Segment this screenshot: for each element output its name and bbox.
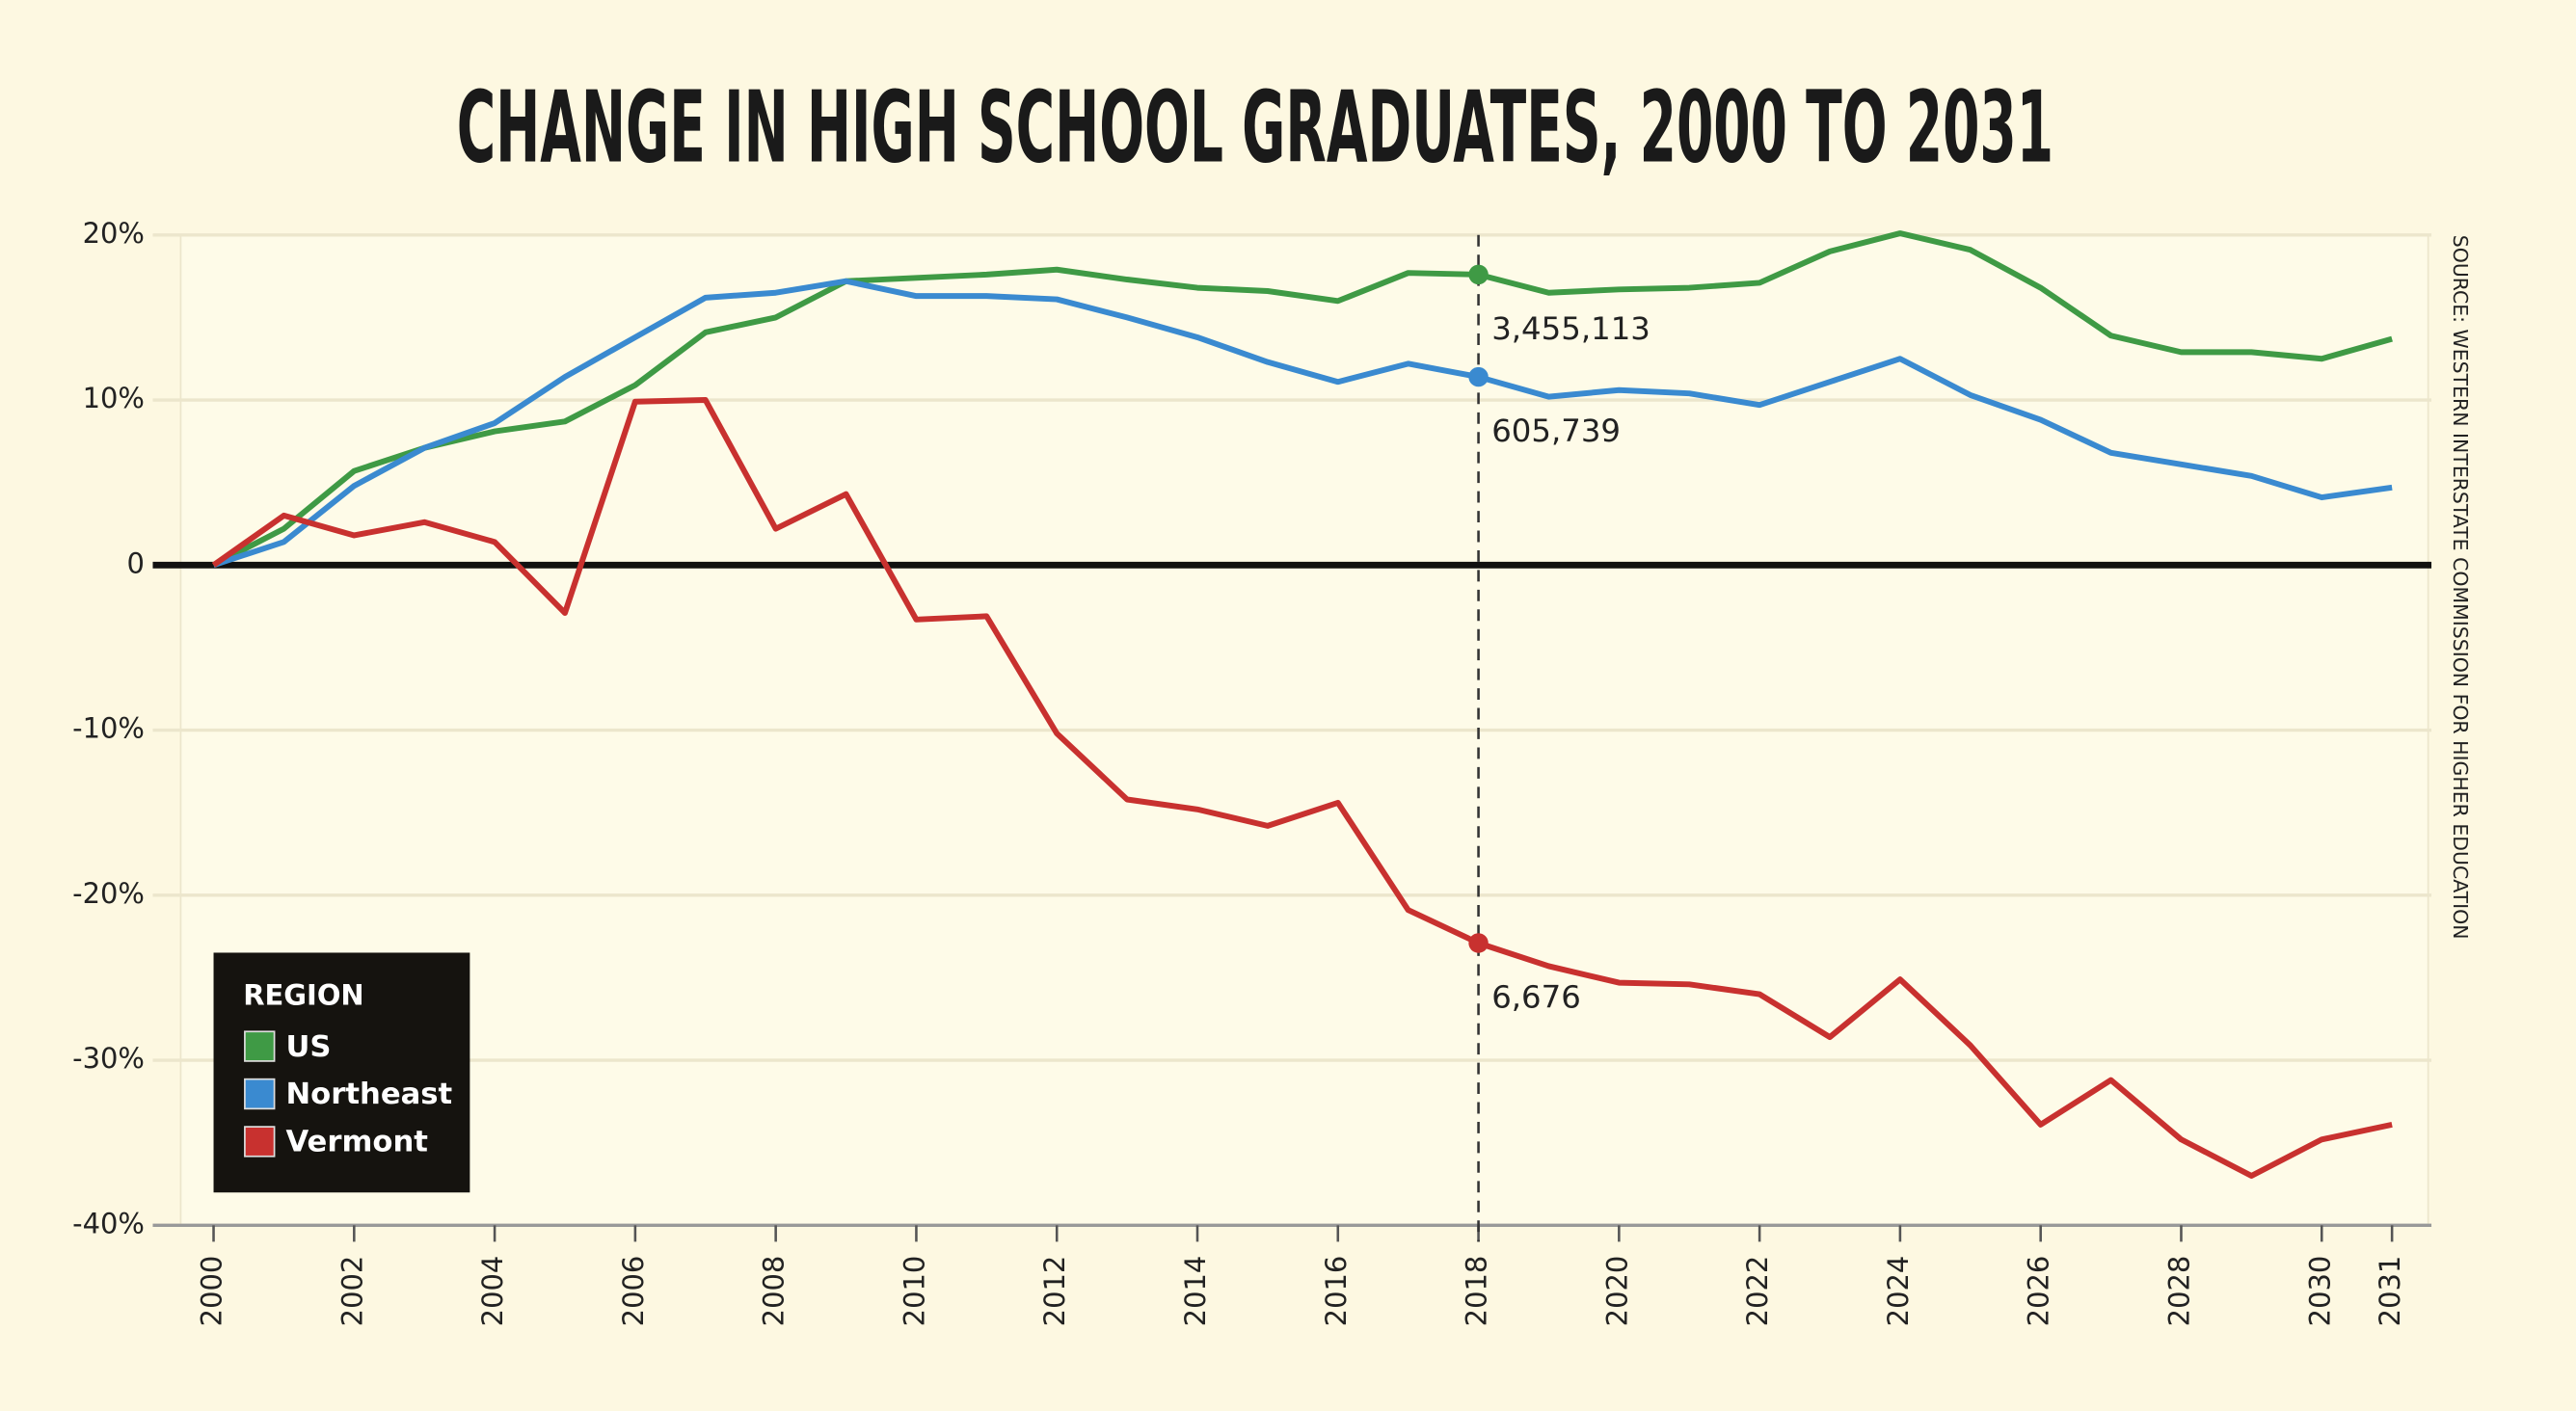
legend-label: Northeast	[286, 1078, 453, 1111]
x-tick-label: 2024	[1882, 1256, 1915, 1327]
x-tick-label: 2012	[1038, 1256, 1071, 1327]
annotation-label: 6,676	[1491, 978, 1581, 1015]
x-tick-label: 2018	[1461, 1256, 1493, 1327]
x-tick-label: 2006	[617, 1256, 650, 1327]
y-tick-label: -30%	[72, 1042, 145, 1075]
legend-swatch	[244, 1078, 276, 1110]
series-line	[211, 397, 2393, 1179]
y-tick-label: -40%	[72, 1207, 145, 1239]
x-tick-label: 2014	[1179, 1256, 1212, 1327]
annotation-label: 605,739	[1491, 413, 1621, 449]
x-tick-label: 2026	[2023, 1256, 2055, 1327]
annotation-marker	[1468, 264, 1489, 285]
chart-title: CHANGE IN HIGH SCHOOL GRADUATES, 2000 TO…	[457, 71, 2053, 186]
x-tick-label: 2004	[476, 1256, 509, 1327]
legend: REGION US Northeast Vermont	[213, 952, 470, 1193]
annotation-marker	[1468, 366, 1489, 387]
x-tick-label: 2031	[2374, 1256, 2406, 1327]
series-line	[212, 278, 2393, 569]
x-tick-label: 2030	[2303, 1256, 2336, 1327]
legend-swatch	[244, 1126, 276, 1158]
annotation-label: 3,455,113	[1491, 310, 1650, 347]
x-tick-label: 2022	[1741, 1256, 1774, 1327]
y-tick-label: 20%	[83, 217, 145, 250]
x-tick-label: 2000	[196, 1256, 228, 1327]
x-tick-label: 2010	[898, 1256, 930, 1327]
x-tick-label: 2028	[2162, 1256, 2195, 1327]
y-tick-label: -20%	[72, 877, 145, 910]
legend-title: REGION	[243, 978, 363, 1011]
legend-label: Vermont	[286, 1126, 428, 1159]
y-tick-label: 0	[127, 546, 145, 579]
series-line	[212, 230, 2393, 568]
x-tick-label: 2002	[335, 1256, 368, 1327]
y-tick-label: 10%	[83, 382, 145, 414]
legend-swatch	[244, 1030, 276, 1062]
x-tick-label: 2008	[758, 1256, 791, 1327]
source-note: SOURCE: WESTERN INTERSTATE COMMISSION FO…	[2449, 235, 2472, 940]
y-tick-label: -10%	[72, 712, 145, 745]
x-tick-label: 2016	[1320, 1256, 1353, 1327]
legend-label: US	[286, 1030, 332, 1064]
x-tick-label: 2020	[1600, 1256, 1633, 1327]
annotation-marker	[1468, 933, 1489, 953]
